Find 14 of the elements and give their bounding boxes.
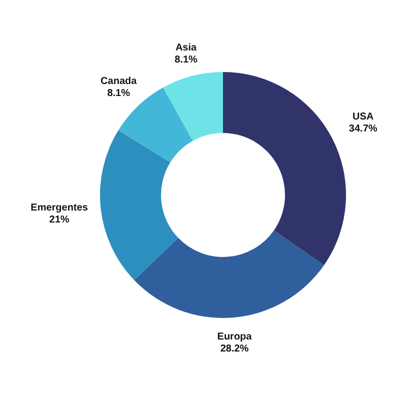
- slice-label: USA: [352, 112, 374, 123]
- data-label: 34.7%: [348, 124, 378, 135]
- slice-label: Emergentes: [30, 202, 88, 214]
- slice-label: Canada: [100, 76, 138, 87]
- slice-label: Europa: [217, 332, 252, 343]
- donut-slice: [163, 72, 223, 141]
- data-label: 21%: [49, 214, 70, 226]
- slice-label: Asia: [175, 42, 198, 54]
- data-label: 8.1%: [107, 88, 130, 99]
- donut-slice: [134, 230, 324, 318]
- data-label: 8.1%: [174, 54, 198, 66]
- donut-slice: [100, 130, 178, 280]
- data-label: 28.2%: [220, 344, 249, 355]
- donut-slice: [223, 72, 346, 266]
